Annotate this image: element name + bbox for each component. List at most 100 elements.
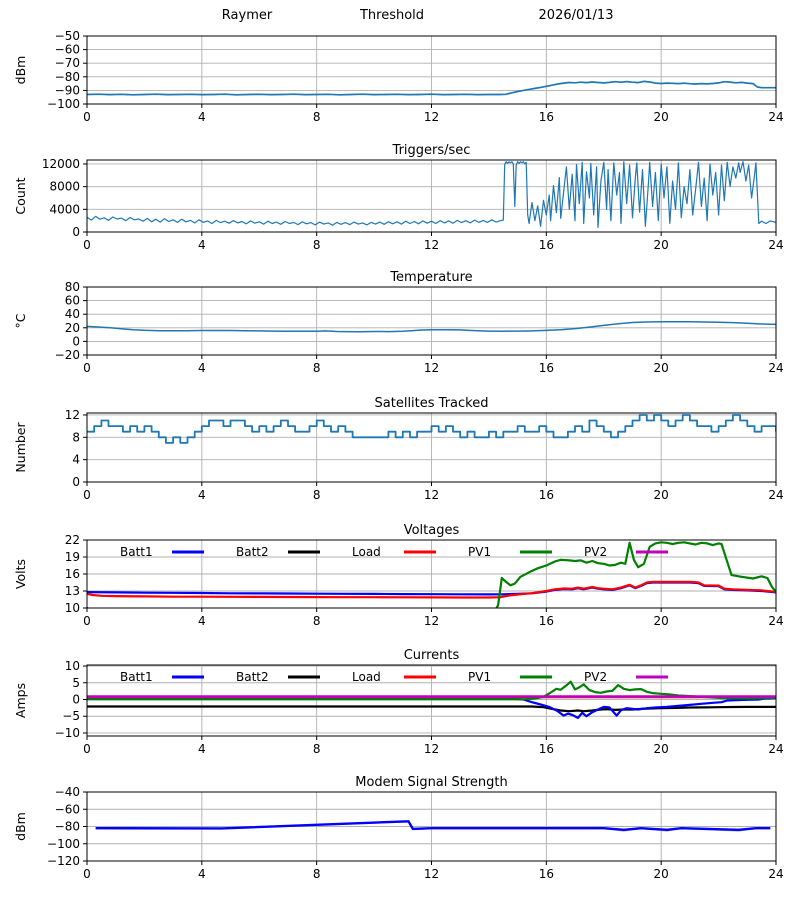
y-tick-label: 12 — [65, 408, 80, 422]
x-tick-label: 20 — [654, 488, 669, 502]
y-tick-label: −50 — [55, 29, 80, 43]
panel-title: Modem Signal Strength — [355, 775, 508, 790]
series-modem-dbm — [95, 820, 771, 831]
y-axis-label: Amps — [13, 683, 28, 718]
x-tick-label: 8 — [313, 614, 321, 628]
panel-currents: 0 4 8 12 16 20 24 −10 −5 0 5 10 Currents Amps Batt1 Bat… — [13, 648, 784, 756]
x-tick-label: 12 — [424, 742, 439, 756]
series-batt1-amps — [87, 697, 776, 719]
x-tick-label: 0 — [83, 614, 91, 628]
y-tick-label: 12000 — [42, 157, 80, 171]
series-threshold-dbm — [87, 80, 776, 96]
x-tick-label: 8 — [313, 742, 321, 756]
x-tick-label: 12 — [424, 361, 439, 375]
x-tick-label: 0 — [83, 110, 91, 124]
x-tick-label: 12 — [424, 110, 439, 124]
x-tick-label: 0 — [83, 238, 91, 252]
y-tick-label: 8000 — [49, 180, 80, 194]
x-tick-label: 20 — [654, 361, 669, 375]
y-tick-label: −60 — [55, 802, 80, 816]
x-tick-label: 12 — [424, 488, 439, 502]
x-tick-label: 0 — [83, 361, 91, 375]
y-tick-label: 80 — [65, 280, 80, 294]
panel-triggers-per-sec: 0 4 8 12 16 20 24 0 4000 8000 12000 Triggers/sec Cou… — [13, 143, 784, 252]
x-tick-label: 24 — [768, 361, 783, 375]
panel-title: Satellites Tracked — [375, 396, 489, 411]
legend-label-load: Load — [352, 670, 381, 684]
y-tick-label: 20 — [65, 321, 80, 335]
series-load-volts — [87, 580, 776, 599]
y-tick-label: 4 — [72, 453, 80, 467]
y-tick-label: 0 — [72, 225, 80, 239]
station-name: Raymer — [221, 8, 273, 23]
x-tick-label: 4 — [198, 742, 206, 756]
y-tick-label: −100 — [47, 837, 80, 851]
x-tick-label: 16 — [539, 867, 554, 881]
x-tick-label: 8 — [313, 867, 321, 881]
x-tick-label: 20 — [654, 742, 669, 756]
x-tick-label: 24 — [768, 614, 783, 628]
panel-threshold: 0 4 8 12 16 20 24 −50−60−70−80−90−100 dBm — [13, 29, 784, 124]
y-tick-label: 0 — [72, 692, 80, 706]
x-tick-label: 4 — [198, 488, 206, 502]
x-tick-label: 16 — [539, 742, 554, 756]
figure-date: 2026/01/13 — [538, 8, 614, 23]
y-tick-label: 5 — [72, 676, 80, 690]
x-tick-label: 12 — [424, 867, 439, 881]
series-batt2-amps — [87, 705, 776, 713]
x-tick-label: 16 — [539, 614, 554, 628]
y-tick-label: 22 — [65, 533, 80, 547]
y-axis-label: Number — [13, 422, 28, 473]
panel-voltages: 0 4 8 12 16 20 24 10 13 16 19 22 Voltages Volts Batt1 B… — [13, 523, 784, 628]
series-trigger-rate — [87, 161, 776, 229]
panel-modem-signal-strength: 0 4 8 12 16 20 24 −40 −60 −80 −100 −120 Modem Signal… — [13, 775, 784, 881]
legend-label-batt2: Batt2 — [236, 545, 269, 559]
x-tick-label: 0 — [83, 488, 91, 502]
y-tick-label: −10 — [55, 726, 80, 740]
x-tick-label: 4 — [198, 238, 206, 252]
legend-label-pv2: PV2 — [584, 670, 607, 684]
x-tick-label: 8 — [313, 238, 321, 252]
legend-label-load: Load — [352, 545, 381, 559]
x-tick-label: 4 — [198, 361, 206, 375]
x-tick-label: 20 — [654, 238, 669, 252]
y-tick-label: −20 — [55, 348, 80, 362]
y-tick-label: 10 — [65, 601, 80, 615]
legend-label-pv2: PV2 — [584, 545, 607, 559]
x-tick-label: 24 — [768, 110, 783, 124]
y-tick-label: 40 — [65, 307, 80, 321]
y-tick-label: −90 — [55, 83, 80, 97]
panel-title: Voltages — [404, 523, 460, 538]
legend-label-batt2: Batt2 — [236, 670, 269, 684]
y-tick-label: −120 — [47, 854, 80, 868]
y-tick-label: 60 — [65, 294, 80, 308]
y-tick-label: 0 — [72, 475, 80, 489]
x-tick-label: 16 — [539, 361, 554, 375]
y-tick-label: −40 — [55, 785, 80, 799]
y-axis-label: Volts — [13, 559, 28, 589]
y-tick-label: 13 — [65, 584, 80, 598]
y-tick-label: −5 — [62, 709, 80, 723]
x-tick-label: 4 — [198, 867, 206, 881]
panel-title: Temperature — [389, 270, 472, 285]
x-tick-label: 24 — [768, 867, 783, 881]
y-tick-label: −60 — [55, 43, 80, 57]
y-axis-label: °C — [13, 313, 28, 328]
series-satellites-count — [87, 414, 776, 444]
legend-label-batt1: Batt1 — [120, 670, 153, 684]
x-tick-label: 8 — [313, 110, 321, 124]
x-tick-label: 8 — [313, 488, 321, 502]
legend-label-pv1: PV1 — [468, 545, 491, 559]
x-tick-label: 4 — [198, 614, 206, 628]
x-tick-label: 8 — [313, 361, 321, 375]
y-tick-label: −70 — [55, 56, 80, 70]
y-tick-label: 10 — [65, 659, 80, 673]
x-tick-label: 12 — [424, 614, 439, 628]
figure-title: Threshold — [359, 8, 425, 23]
y-axis-label: Count — [13, 177, 28, 214]
panel-satellites-tracked: 0 4 8 12 16 20 24 0 4 8 12 Satellites Tracked Number — [13, 396, 784, 502]
x-tick-label: 4 — [198, 110, 206, 124]
y-tick-label: −80 — [55, 70, 80, 84]
legend-label-batt1: Batt1 — [120, 545, 153, 559]
